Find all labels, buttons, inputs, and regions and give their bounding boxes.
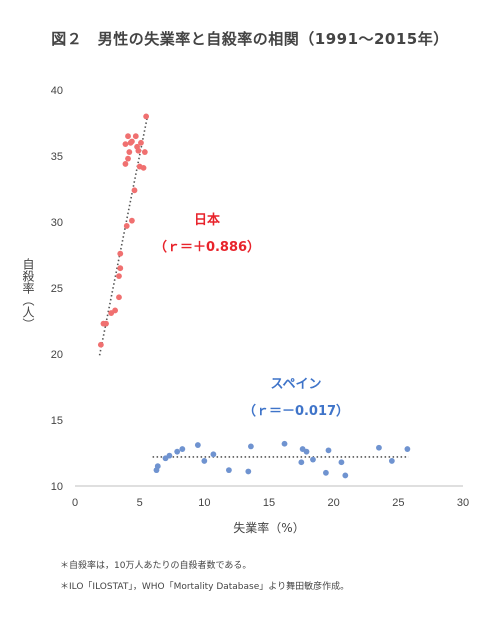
y-axis-title: 自殺率（人） xyxy=(21,258,35,330)
x-tick-label: 0 xyxy=(72,497,78,509)
data-point xyxy=(154,463,161,470)
data-point xyxy=(376,444,382,451)
x-tick-label: 15 xyxy=(263,497,275,509)
data-point xyxy=(103,320,109,327)
x-tick-label: 10 xyxy=(198,497,210,509)
series-label-correlation: （ｒ＝－0.017） xyxy=(243,403,349,419)
y-tick-label: 40 xyxy=(51,85,63,97)
data-point xyxy=(125,133,131,140)
data-point xyxy=(404,446,411,452)
data-point xyxy=(141,149,148,155)
data-point xyxy=(245,468,252,475)
series-label-name: スペイン xyxy=(270,377,321,392)
data-point xyxy=(135,147,142,154)
data-point xyxy=(388,458,395,464)
data-point xyxy=(166,452,173,459)
trendline-0 xyxy=(98,116,149,356)
x-axis-title: 失業率（%） xyxy=(233,520,304,535)
data-point xyxy=(117,250,124,257)
data-point xyxy=(122,161,129,167)
y-tick-label: 35 xyxy=(51,151,63,163)
trendlines xyxy=(98,116,409,458)
footnote-2: ＊ILO「ILOSTAT」，WHO「Mortality Database」より舞… xyxy=(60,582,350,592)
data-point xyxy=(247,443,254,450)
data-point xyxy=(138,139,144,146)
data-point xyxy=(97,341,104,348)
series-label-name: 日本 xyxy=(194,212,220,228)
data-point xyxy=(338,459,345,466)
data-points xyxy=(97,113,411,479)
x-tick-label: 20 xyxy=(328,497,340,509)
y-tick-label: 10 xyxy=(51,481,63,493)
data-point xyxy=(303,448,310,455)
data-point xyxy=(129,138,135,145)
data-point xyxy=(323,469,329,476)
data-point xyxy=(179,446,186,452)
data-point xyxy=(131,187,138,194)
data-point xyxy=(126,149,133,155)
y-tick-label: 15 xyxy=(51,415,63,427)
data-point xyxy=(201,458,208,464)
footnotes: ＊自殺率は，10万人あたりの自殺者数である。 ＊ILO「ILOSTAT」，WHO… xyxy=(60,556,349,598)
scatter-chart: 0 5 10 15 20 25 30 10 15 20 25 30 35 40 失業率（%） 自殺率（人） 日… xyxy=(21,85,469,535)
data-point xyxy=(116,294,122,301)
data-point xyxy=(210,451,217,458)
data-point xyxy=(281,440,288,447)
data-point xyxy=(123,223,130,229)
data-point xyxy=(129,217,135,224)
data-point xyxy=(116,273,122,280)
data-point xyxy=(132,133,139,140)
data-point xyxy=(117,265,124,272)
x-tick-label: 30 xyxy=(457,497,469,509)
series-label-correlation: （ｒ＝＋0.886） xyxy=(154,239,260,255)
x-tick-label: 25 xyxy=(392,497,404,509)
data-point xyxy=(174,448,181,455)
chart-title: 図２ 男性の失業率と自殺率の相関（1991〜2015年） xyxy=(51,30,449,48)
data-point xyxy=(194,442,201,448)
data-point xyxy=(140,164,147,171)
y-tick-label: 30 xyxy=(51,217,63,229)
y-tick-label: 25 xyxy=(51,283,63,295)
data-point xyxy=(122,141,129,148)
data-point xyxy=(298,459,305,466)
data-point xyxy=(143,113,150,120)
data-point xyxy=(342,472,349,479)
data-point xyxy=(112,307,118,314)
chart-axes: 0 5 10 15 20 25 30 10 15 20 25 30 35 40 失業率（%） 自殺率（人） xyxy=(21,85,469,535)
data-point xyxy=(325,447,332,454)
data-point xyxy=(310,456,316,463)
data-point xyxy=(125,155,131,162)
x-tick-label: 5 xyxy=(137,497,143,509)
y-tick-label: 20 xyxy=(51,349,63,361)
footnote-1: ＊自殺率は，10万人あたりの自殺者数である。 xyxy=(60,561,252,571)
series-labels: 日本 （ｒ＝＋0.886） スペイン （ｒ＝－0.017） xyxy=(154,212,349,419)
data-point xyxy=(226,467,232,474)
